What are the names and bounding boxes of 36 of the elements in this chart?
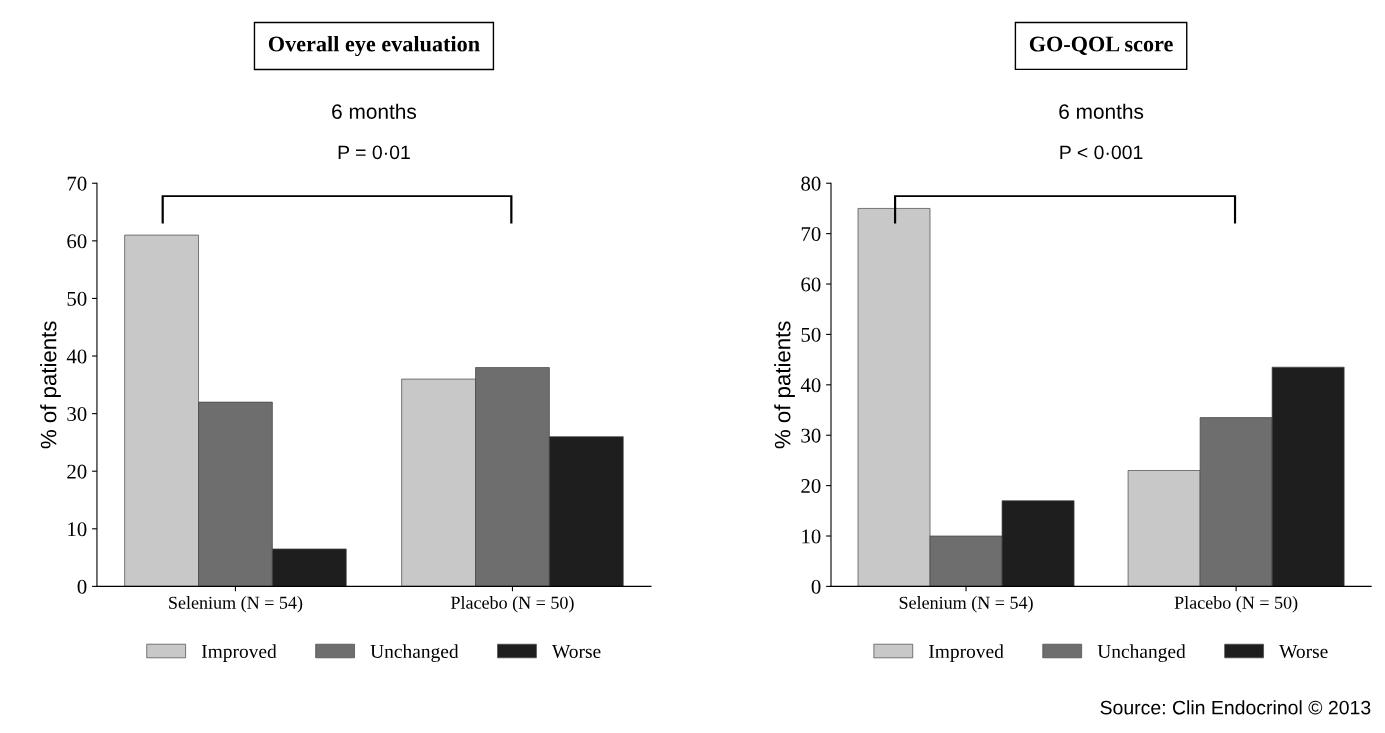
legend-label: Unchanged: [1097, 644, 1186, 663]
y-tick-label: 10: [68, 522, 87, 537]
x-tick-label: Selenium (N = 54): [169, 596, 303, 613]
chart-subtitle: 6 months: [332, 103, 417, 119]
legend-label: Improved: [929, 644, 1004, 662]
y-tick-label: 10: [802, 529, 821, 544]
x-tick-label: Selenium (N = 54): [899, 596, 1033, 613]
y-tick-label: 40: [800, 378, 821, 393]
legend-label: Unchanged: [370, 644, 459, 663]
source-note: Source: Clin Endocrinol © 2013: [1100, 700, 1371, 715]
y-axis-title: % of patients: [774, 321, 795, 449]
text: P < 0·001: [1060, 145, 1143, 160]
x-tick-label: Placebo (N = 50): [450, 596, 574, 613]
y-tick-label: 70: [801, 227, 821, 242]
y-tick-label: 0: [77, 579, 87, 594]
y-axis-title: % of patients: [40, 321, 61, 449]
y-tick-label: 20: [67, 464, 87, 479]
y-tick-label: 80: [801, 176, 821, 191]
chart-subtitle: 6 months: [1059, 103, 1144, 119]
legend-label: Improved: [201, 644, 277, 662]
y-tick-label: 30: [801, 428, 821, 443]
y-tick-label: 50: [801, 327, 821, 342]
y-tick-label: 60: [67, 234, 87, 249]
y-tick-label: 50: [67, 291, 87, 306]
legend-label: Worse: [552, 645, 601, 659]
y-tick-label: 0: [811, 579, 821, 594]
chart-title: Overall eye evaluation: [268, 35, 480, 57]
text: P = 0·01: [338, 145, 410, 160]
y-tick-label: 30: [67, 407, 87, 422]
y-tick-label: 60: [801, 277, 821, 292]
y-tick-label: 40: [66, 349, 87, 364]
y-tick-label: 20: [801, 478, 821, 494]
x-tick-label: Placebo (N = 50): [1174, 596, 1298, 613]
y-tick-label: 70: [67, 176, 87, 191]
chart-title: GO-QOL score: [1029, 36, 1173, 55]
legend-label: Worse: [1279, 645, 1328, 659]
